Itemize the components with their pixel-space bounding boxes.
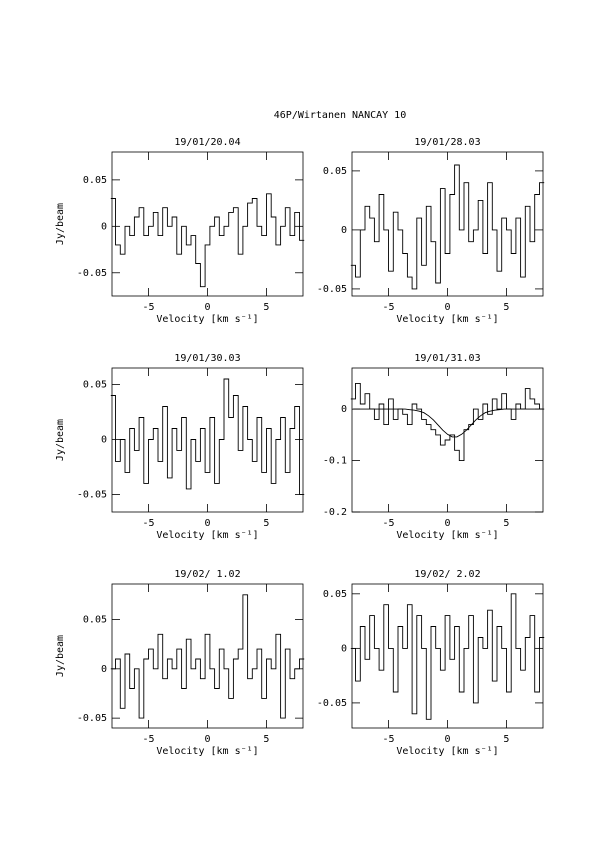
y-tick-label: 0.05	[323, 166, 347, 177]
x-tick-label: -5	[383, 302, 395, 313]
spectrum-line	[110, 594, 305, 719]
y-tick-label: -0.05	[317, 284, 347, 295]
y-tick-label: -0.05	[317, 698, 347, 709]
x-axis-label: Velocity [km s⁻¹]	[396, 314, 498, 325]
x-tick-label: 5	[503, 518, 509, 529]
plot-frame	[111, 583, 304, 729]
y-tick-label: 0.05	[83, 175, 107, 186]
x-tick-label: 5	[263, 302, 269, 313]
y-tick-label: 0	[101, 434, 107, 445]
x-tick-label: 0	[204, 302, 210, 313]
panel-title: 19/01/20.04	[174, 137, 240, 148]
x-axis-label: Velocity [km s⁻¹]	[156, 746, 258, 757]
y-axis-label: Jy/beam	[55, 203, 66, 245]
x-tick-label: -5	[143, 518, 155, 529]
y-tick-label: -0.2	[323, 507, 347, 518]
x-tick-label: 5	[263, 518, 269, 529]
y-tick-label: 0	[341, 643, 347, 654]
y-axis-label: Jy/beam	[55, 419, 66, 461]
y-tick-label: -0.05	[77, 489, 107, 500]
spectrum-line	[350, 593, 545, 720]
spectrum-line	[110, 193, 305, 288]
x-axis-label: Velocity [km s⁻¹]	[396, 530, 498, 541]
x-tick-label: 0	[204, 518, 210, 529]
x-tick-label: 0	[444, 734, 450, 745]
x-tick-label: 5	[263, 734, 269, 745]
panel-title: 19/01/31.03	[414, 353, 480, 364]
spectrum-line	[110, 378, 305, 495]
y-tick-label: 0	[341, 404, 347, 415]
panel-title: 19/01/28.03	[414, 137, 480, 148]
x-axis-label: Velocity [km s⁻¹]	[156, 530, 258, 541]
plot-frame	[111, 367, 304, 513]
y-tick-label: 0	[101, 664, 107, 675]
x-tick-label: -5	[143, 302, 155, 313]
y-tick-label: 0.05	[83, 379, 107, 390]
plot-frame	[111, 151, 304, 297]
y-tick-label: -0.05	[77, 268, 107, 279]
x-tick-label: 0	[444, 302, 450, 313]
x-axis-label: Velocity [km s⁻¹]	[396, 746, 498, 757]
plot-frame	[351, 151, 544, 297]
x-axis-label: Velocity [km s⁻¹]	[156, 314, 258, 325]
x-tick-label: -5	[383, 734, 395, 745]
y-axis-label: Jy/beam	[55, 635, 66, 677]
y-tick-label: 0	[341, 225, 347, 236]
plot-frame	[351, 583, 544, 729]
x-tick-label: -5	[143, 734, 155, 745]
y-tick-label: 0.05	[83, 615, 107, 626]
panel-title: 19/02/ 1.02	[174, 569, 240, 580]
x-tick-label: 0	[444, 518, 450, 529]
page-title: 46P/Wirtanen NANCAY 10	[274, 110, 406, 121]
x-tick-label: 0	[204, 734, 210, 745]
panel-title: 19/02/ 2.02	[414, 569, 480, 580]
panel-title: 19/01/30.03	[174, 353, 240, 364]
spectrum-line	[353, 408, 542, 438]
x-tick-label: 5	[503, 302, 509, 313]
y-tick-label: 0	[101, 221, 107, 232]
y-tick-label: -0.05	[77, 713, 107, 724]
x-tick-label: -5	[383, 518, 395, 529]
x-tick-label: 5	[503, 734, 509, 745]
spectrum-line	[350, 382, 545, 462]
y-tick-label: -0.1	[323, 456, 347, 467]
y-tick-label: 0.05	[323, 589, 347, 600]
spectrum-line	[350, 164, 545, 290]
